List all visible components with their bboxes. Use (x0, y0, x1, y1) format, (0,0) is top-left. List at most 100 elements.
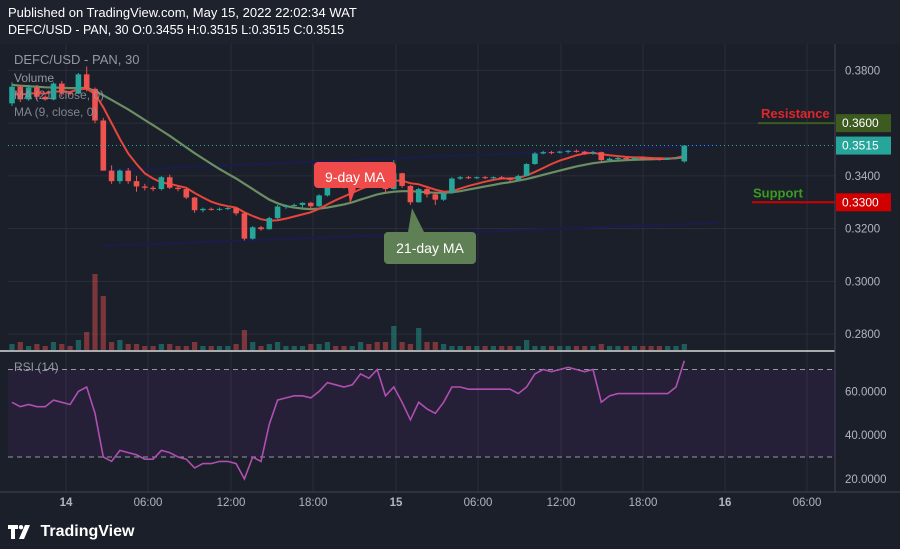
candle-body (316, 195, 322, 207)
volume-bar (50, 342, 57, 350)
time-tick-label: 18:00 (299, 497, 328, 509)
volume-bar (640, 346, 646, 350)
candle-body (515, 175, 522, 180)
candle-body (648, 158, 654, 160)
volume-bar (607, 346, 613, 350)
candle-body (490, 177, 497, 179)
volume-bar (474, 346, 480, 350)
volume-bar (540, 346, 546, 350)
footer: TradingView (0, 515, 900, 549)
ohlc-readout: DEFC/USD - PAN, 30 O:0.3455 H:0.3515 L:0… (8, 23, 345, 37)
time-tick-label: 06:00 (793, 497, 822, 509)
volume-bar (333, 346, 339, 350)
candle-body (225, 208, 231, 210)
candle-body (507, 178, 513, 180)
candle-body (92, 88, 98, 121)
volume-bar (283, 346, 289, 350)
volume-bar (374, 342, 380, 350)
candle-body (183, 189, 190, 198)
price-tick-label: 0.3800 (845, 65, 880, 77)
volume-bar (681, 344, 687, 350)
candle-body (631, 157, 638, 159)
ma9-callout-text: 9-day MA (325, 169, 386, 185)
volume-bar (200, 346, 206, 350)
legend-ma9: MA (9, close, 0) (14, 105, 97, 119)
volume-bar (490, 346, 496, 350)
volume-bar (250, 342, 256, 350)
candle-body (108, 170, 115, 182)
volume-bar (125, 344, 131, 350)
volume-bar (59, 344, 65, 350)
candle-body (142, 186, 148, 188)
volume-bar (167, 344, 173, 350)
candle-body (258, 227, 264, 230)
volume-bar (233, 344, 239, 350)
candle-body (457, 177, 463, 179)
volume-bar (133, 344, 140, 350)
candle-body (34, 87, 40, 97)
ma9-callout: 9-day MA (314, 162, 396, 204)
time-tick-label: 06:00 (464, 497, 493, 509)
ma21-line (11, 83, 685, 211)
legend-rsi: RSI (14) (14, 360, 59, 374)
volume-bar (582, 346, 588, 350)
resistance-value: 0.3600 (842, 116, 879, 130)
tradingview-icon (8, 525, 30, 539)
volume-bar (590, 346, 596, 350)
time-tick-label: 12:00 (547, 497, 576, 509)
volume-bar (391, 326, 397, 350)
candle-body (100, 120, 107, 171)
volume-bar (92, 274, 98, 350)
time-tick-label: 16 (719, 497, 732, 509)
volume-bar (565, 346, 571, 350)
price-chart[interactable]: Resistance Support 0.3800 0.3600 0.3400 0.320… (0, 44, 900, 515)
candle-body (158, 177, 165, 190)
candle-body (25, 87, 32, 100)
volume-bar (573, 346, 579, 350)
legend-volume: Volume (14, 71, 54, 85)
candle-body (581, 151, 588, 154)
candle-body (133, 181, 140, 187)
volume-bar (192, 342, 198, 350)
candle-body (324, 185, 331, 196)
volume-bar (665, 346, 671, 350)
volume-bar (142, 346, 148, 350)
price-tick-label: 0.2800 (845, 329, 880, 341)
volume-bar (183, 346, 189, 350)
candle-body (523, 164, 530, 176)
candle-body (598, 152, 605, 161)
candle-body (673, 157, 679, 159)
volume-bar (175, 346, 181, 350)
support-value: 0.3300 (842, 195, 879, 209)
volume-bar (158, 344, 164, 350)
candles (9, 66, 688, 241)
candle-body (241, 213, 248, 239)
volume-bar (457, 346, 463, 350)
header: Published on TradingView.com, May 15, 20… (0, 0, 900, 44)
candle-body (407, 185, 414, 203)
candle-body (166, 177, 173, 188)
candle-body (440, 193, 447, 200)
candle-body (175, 187, 181, 190)
volume-bar (358, 342, 364, 350)
volume-bar (432, 342, 438, 350)
tradingview-logo[interactable]: TradingView (8, 523, 134, 541)
candle-body (191, 197, 198, 211)
candle-body (117, 170, 123, 182)
volume-bar (275, 342, 281, 350)
volume-bar (42, 346, 48, 350)
rsi-tick-label: 60.0000 (845, 386, 887, 398)
volume-bar (557, 346, 563, 350)
candle-body (17, 86, 24, 100)
volume-bar (225, 346, 231, 350)
candle-body (465, 177, 472, 179)
ma21-callout-box (384, 208, 476, 264)
volume-bar (449, 346, 455, 350)
candle-body (449, 178, 455, 194)
volume-bar (673, 346, 679, 350)
volume-bar (615, 346, 621, 350)
candle-body (615, 157, 621, 159)
brand-name: TradingView (40, 523, 135, 540)
ma9-line (11, 87, 685, 222)
ma21-callout: 21-day MA (384, 208, 476, 264)
